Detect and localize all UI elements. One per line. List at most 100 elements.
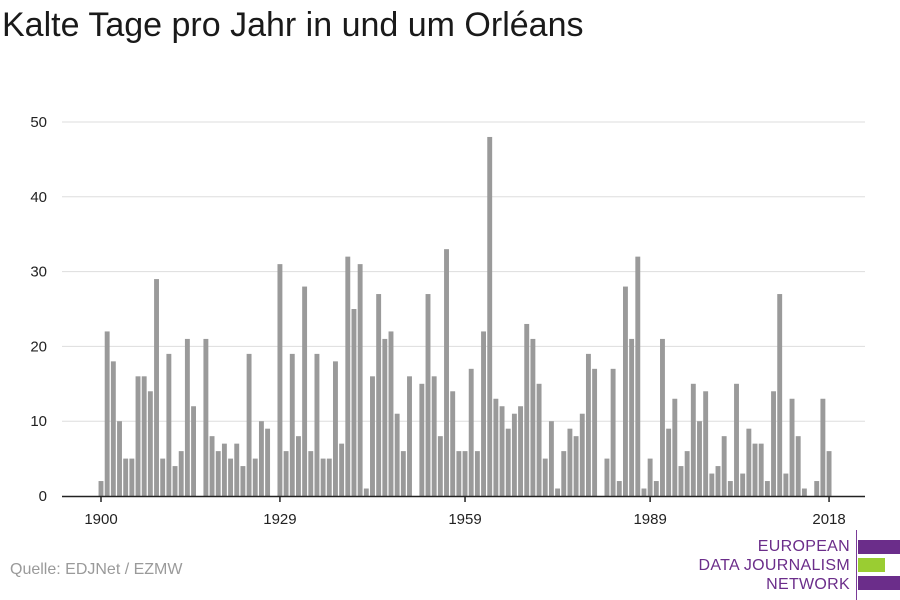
bar <box>462 451 468 496</box>
bar <box>221 443 227 496</box>
bar <box>289 353 295 496</box>
bar <box>345 256 351 496</box>
bar <box>437 436 443 496</box>
bar <box>666 428 672 496</box>
logo-bar-green <box>858 558 885 572</box>
bar <box>487 136 493 496</box>
bar <box>166 353 172 496</box>
bar <box>400 451 406 496</box>
bar <box>129 458 135 496</box>
bar <box>382 338 388 496</box>
bar <box>672 398 678 496</box>
bar <box>789 398 795 496</box>
bar <box>783 473 789 496</box>
bar <box>518 406 524 496</box>
bar <box>388 331 394 496</box>
y-axis: 0 10 20 30 40 50 <box>30 114 47 505</box>
bar <box>561 451 567 496</box>
bar <box>721 436 727 496</box>
source-note: Quelle: EDJNet / EZMW <box>10 561 183 578</box>
bar <box>419 383 425 496</box>
bar <box>283 451 289 496</box>
bar <box>511 413 517 496</box>
bar <box>141 376 147 496</box>
bar <box>172 466 178 496</box>
bar <box>104 331 110 496</box>
bar <box>456 451 462 496</box>
bar <box>660 338 665 496</box>
bar <box>407 376 412 496</box>
bar <box>357 264 363 496</box>
bar <box>795 436 801 496</box>
bar <box>820 398 826 496</box>
bar <box>604 458 610 496</box>
logo-bar-purple-bottom <box>858 576 900 590</box>
bar <box>740 473 746 496</box>
bar <box>826 451 832 496</box>
bar <box>610 368 616 496</box>
bar <box>709 473 715 496</box>
bar <box>771 391 776 496</box>
bar <box>252 458 258 496</box>
bar <box>277 264 283 496</box>
bar <box>246 353 252 496</box>
bar <box>184 338 190 496</box>
bar <box>240 466 246 496</box>
bar <box>641 488 647 496</box>
bar <box>376 294 382 496</box>
bar <box>468 368 474 496</box>
bar <box>499 406 505 496</box>
bar <box>234 443 240 496</box>
bar <box>444 249 449 496</box>
bar <box>160 458 166 496</box>
bar <box>474 451 480 496</box>
bar <box>481 331 486 496</box>
bar <box>629 338 635 496</box>
bar <box>727 481 733 496</box>
bar <box>351 309 357 496</box>
bar <box>505 428 511 496</box>
bar <box>548 421 554 496</box>
bar <box>616 481 622 496</box>
bar <box>524 323 530 496</box>
bar <box>678 466 684 496</box>
bar <box>752 443 758 496</box>
bar <box>308 451 314 496</box>
bar <box>777 294 783 496</box>
y-tick-label: 40 <box>30 189 47 206</box>
bar <box>579 413 585 496</box>
bar <box>690 383 696 496</box>
bar <box>703 391 709 496</box>
bar <box>370 376 375 496</box>
bar <box>394 413 400 496</box>
bar <box>191 406 196 496</box>
bar <box>110 361 116 496</box>
bar <box>258 421 264 496</box>
bar <box>493 398 499 496</box>
x-tick-label: 1929 <box>263 511 296 528</box>
bar <box>684 451 690 496</box>
bar <box>647 458 653 496</box>
bar <box>147 391 153 496</box>
logo-divider <box>856 530 857 600</box>
bar <box>623 286 628 496</box>
logo-line-2: DATA JOURNALISM <box>698 557 850 574</box>
bar <box>697 421 702 496</box>
bar <box>203 338 209 496</box>
bars <box>98 136 832 496</box>
y-tick-label: 10 <box>30 413 47 430</box>
y-tick-label: 50 <box>30 114 47 131</box>
bar <box>265 428 271 496</box>
bar <box>653 481 659 496</box>
bar <box>326 458 332 496</box>
bar <box>530 338 536 496</box>
bar <box>450 391 456 496</box>
bar <box>425 294 431 496</box>
bar <box>542 458 548 496</box>
bar <box>536 383 542 496</box>
bar <box>215 451 221 496</box>
bar <box>117 421 122 496</box>
bar <box>573 436 579 496</box>
bar <box>320 458 326 496</box>
